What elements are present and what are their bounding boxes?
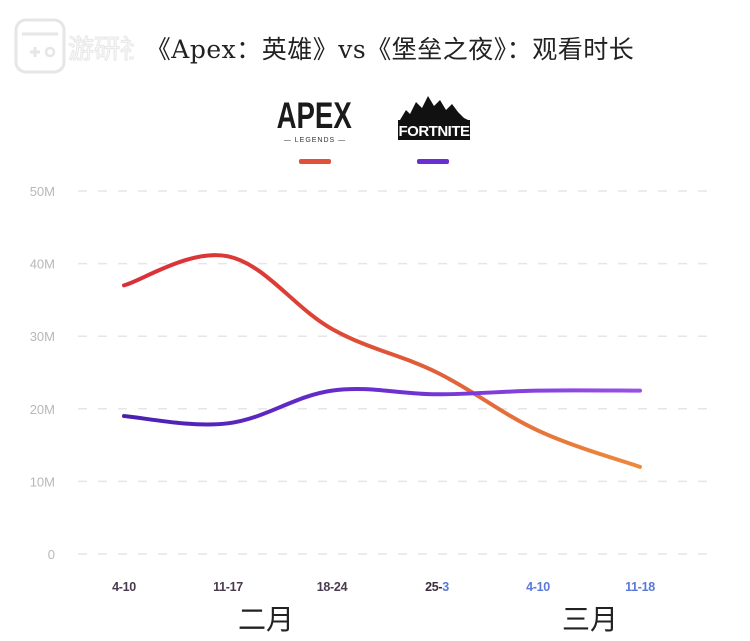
fortnite-logo-icon: FORTNITE: [398, 96, 470, 140]
y-tick-label: 30M: [30, 329, 55, 344]
x-tick-label: 4-10: [112, 580, 136, 594]
x-tick-label: 11-17: [213, 580, 243, 594]
legend-swatch-apex: [299, 159, 331, 164]
y-axis-labels: 0 10M 20M 30M 40M 50M: [30, 184, 55, 562]
svg-text:— LEGENDS —: — LEGENDS —: [284, 137, 346, 144]
x-tick-label: 11-18: [625, 580, 655, 594]
gamepad-icon: 游研社: [14, 18, 147, 74]
month-label: 三月: [561, 603, 618, 636]
legend-item-apex: APEX — LEGENDS —: [270, 92, 360, 164]
x-tick-label: 4-10: [526, 580, 550, 594]
series-line-apex: [122, 253, 642, 469]
y-tick-label: 0: [48, 547, 55, 562]
y-tick-label: 50M: [30, 184, 55, 199]
legend-item-fortnite: FORTNITE: [388, 92, 478, 164]
y-tick-label: 10M: [30, 474, 55, 489]
svg-text:FORTNITE: FORTNITE: [399, 123, 470, 140]
gridlines: [78, 190, 716, 555]
y-tick-label: 20M: [30, 402, 55, 417]
legend-swatch-fortnite: [417, 159, 449, 164]
month-label: 二月: [237, 603, 294, 636]
apex-legends-logo-icon: APEX — LEGENDS —: [277, 94, 352, 144]
x-tick-label: 18-24: [316, 580, 348, 594]
watermark: 游研社: [14, 14, 147, 74]
chart-title: 《Apex：英雄》vs《堡垒之夜》：观看时长: [145, 35, 635, 64]
legend: APEX — LEGENDS — FORTNITE: [270, 92, 500, 172]
y-tick-label: 40M: [30, 257, 55, 272]
series-line-fortnite: [122, 387, 642, 427]
x-tick-label: 25-3: [425, 580, 449, 594]
svg-text:APEX: APEX: [277, 94, 352, 136]
watermark-text: 游研社: [68, 35, 134, 65]
